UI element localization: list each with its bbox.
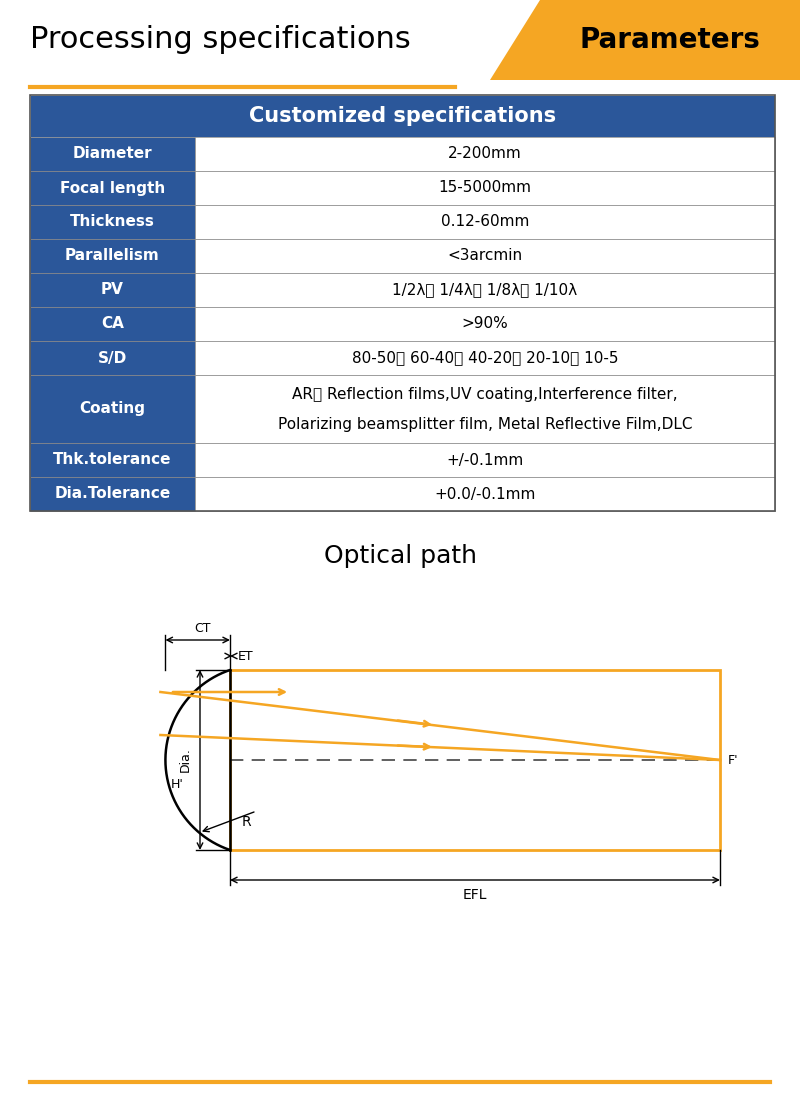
- Text: Dia.: Dia.: [179, 748, 192, 772]
- Bar: [30, 273, 195, 307]
- Bar: [30, 477, 195, 512]
- Text: 80-50、 60-40、 40-20、 20-10、 10-5: 80-50、 60-40、 40-20、 20-10、 10-5: [352, 351, 618, 365]
- Text: Parameters: Parameters: [579, 26, 761, 54]
- Bar: [30, 205, 195, 239]
- Bar: [30, 170, 195, 205]
- Bar: [195, 307, 775, 341]
- Bar: [195, 170, 775, 205]
- Text: PV: PV: [101, 283, 124, 297]
- Bar: [30, 375, 195, 443]
- Text: Dia.Tolerance: Dia.Tolerance: [54, 486, 170, 502]
- Text: Coating: Coating: [79, 402, 146, 417]
- Bar: [30, 95, 775, 138]
- Text: Thickness: Thickness: [70, 214, 155, 230]
- Bar: [195, 375, 775, 443]
- Bar: [195, 273, 775, 307]
- Bar: [30, 307, 195, 341]
- Text: 0.12-60mm: 0.12-60mm: [441, 214, 529, 230]
- Bar: [30, 443, 195, 477]
- Text: +/-0.1mm: +/-0.1mm: [446, 452, 524, 468]
- Text: +0.0/-0.1mm: +0.0/-0.1mm: [434, 486, 536, 502]
- Bar: [195, 477, 775, 512]
- Text: R: R: [241, 815, 251, 829]
- Bar: [30, 341, 195, 375]
- Text: H': H': [170, 778, 183, 791]
- Bar: [230, 670, 720, 850]
- Text: F': F': [728, 754, 738, 767]
- Polygon shape: [490, 0, 800, 80]
- Bar: [30, 138, 195, 170]
- Bar: [30, 239, 195, 273]
- Bar: [195, 341, 775, 375]
- Text: AR、 Reflection films,UV coating,Interference filter,: AR、 Reflection films,UV coating,Interfer…: [292, 386, 678, 402]
- Text: Customized specifications: Customized specifications: [249, 106, 556, 127]
- Text: 15-5000mm: 15-5000mm: [438, 180, 531, 196]
- Text: 1/2λ、 1/4λ、 1/8λ、 1/10λ: 1/2λ、 1/4λ、 1/8λ、 1/10λ: [393, 283, 578, 297]
- Text: Processing specifications: Processing specifications: [30, 25, 410, 55]
- Text: <3arcmin: <3arcmin: [447, 249, 522, 264]
- Text: Focal length: Focal length: [60, 180, 165, 196]
- Text: Diameter: Diameter: [73, 146, 152, 162]
- Text: Optical path: Optical path: [323, 544, 477, 568]
- Text: 2-200mm: 2-200mm: [448, 146, 522, 162]
- Bar: [195, 239, 775, 273]
- Text: CT: CT: [194, 621, 211, 635]
- Bar: [195, 443, 775, 477]
- Text: Parallelism: Parallelism: [65, 249, 160, 264]
- Text: Thk.tolerance: Thk.tolerance: [54, 452, 172, 468]
- Bar: [195, 138, 775, 170]
- Text: Polarizing beamsplitter film, Metal Reflective Film,DLC: Polarizing beamsplitter film, Metal Refl…: [278, 417, 692, 431]
- Bar: [30, 95, 775, 512]
- Text: S/D: S/D: [98, 351, 127, 365]
- Text: ET: ET: [238, 649, 254, 662]
- Text: EFL: EFL: [462, 888, 487, 902]
- Text: >90%: >90%: [462, 317, 508, 331]
- Bar: [195, 205, 775, 239]
- Text: CA: CA: [101, 317, 124, 331]
